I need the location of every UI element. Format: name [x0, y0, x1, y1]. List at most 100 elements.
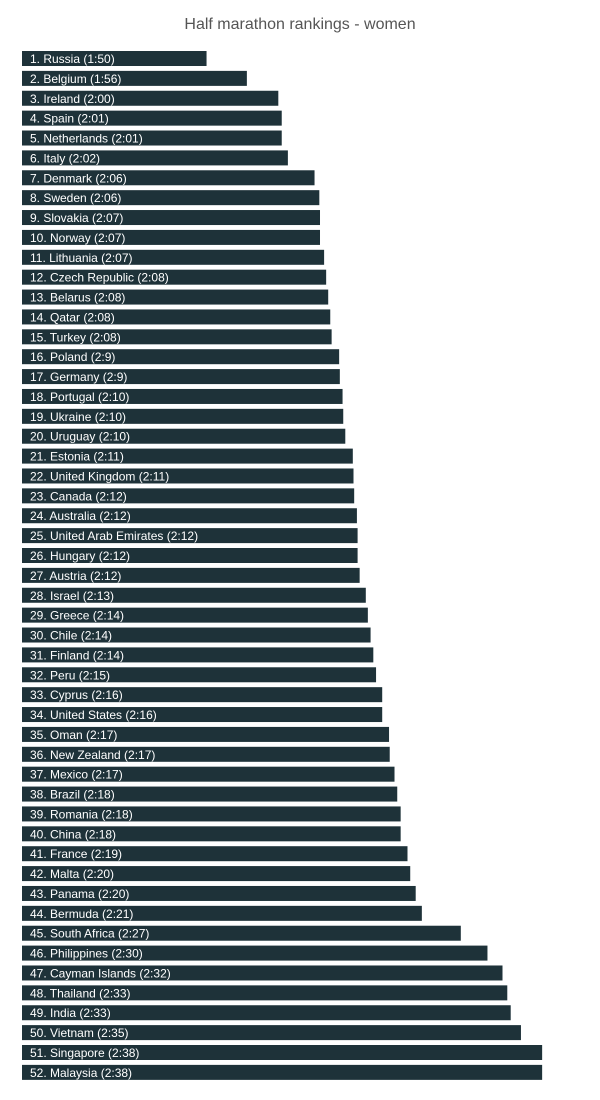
- bar: [22, 130, 282, 146]
- bar: [22, 388, 343, 404]
- bar: [22, 548, 358, 563]
- bar-label: 2. Belgium (1:56): [30, 72, 121, 86]
- bar-label: 40. China (2:18): [30, 827, 116, 841]
- bar: [22, 985, 508, 1001]
- bar: [22, 448, 353, 464]
- bar: [22, 746, 390, 762]
- bar: [22, 866, 411, 882]
- bar-label: 25. United Arab Emirates (2:12): [30, 529, 198, 543]
- bar-label: 27. Austria (2:12): [30, 569, 121, 583]
- bar: [22, 70, 247, 86]
- bar: [22, 150, 288, 166]
- bar: [22, 249, 325, 265]
- bar-label: 17. Germany (2:9): [30, 370, 127, 384]
- bar: [22, 965, 503, 981]
- bar: [22, 508, 357, 524]
- bar-label: 15. Turkey (2:08): [30, 330, 121, 344]
- bar-label: 19. Ukraine (2:10): [30, 410, 126, 424]
- bar: [22, 945, 488, 961]
- bar: [22, 1045, 543, 1060]
- bar: [22, 667, 377, 683]
- bar-label: 14. Qatar (2:08): [30, 310, 115, 324]
- bar-label: 51. Singapore (2:38): [30, 1046, 139, 1060]
- bar-label: 28. Israel (2:13): [30, 589, 114, 603]
- bar-label: 33. Cyprus (2:16): [30, 688, 123, 702]
- bar: [22, 369, 340, 385]
- bar-label: 52. Malaysia (2:38): [30, 1066, 132, 1080]
- bar-label: 46. Philippines (2:30): [30, 947, 143, 961]
- bar: [22, 806, 401, 822]
- bar-label: 31. Finland (2:14): [30, 648, 124, 662]
- bar-label: 38. Brazil (2:18): [30, 788, 115, 802]
- bar: [22, 110, 282, 126]
- bar-label: 4. Spain (2:01): [30, 112, 109, 126]
- bar-label: 37. Mexico (2:17): [30, 768, 123, 782]
- bar: [22, 885, 416, 901]
- bar-label: 30. Chile (2:14): [30, 629, 112, 643]
- bar-label: 18. Portugal (2:10): [30, 390, 129, 404]
- bar-label: 9. Slovakia (2:07): [30, 211, 123, 225]
- bar: [22, 846, 408, 862]
- bar: [22, 528, 358, 544]
- bar: [22, 647, 374, 663]
- bar-label: 39. Romania (2:18): [30, 807, 133, 821]
- bar-label: 10. Norway (2:07): [30, 231, 125, 245]
- bar-label: 3. Ireland (2:00): [30, 92, 115, 106]
- bar-label: 24. Australia (2:12): [30, 509, 131, 523]
- bar-label: 36. New Zealand (2:17): [30, 748, 155, 762]
- bar-label: 12. Czech Republic (2:08): [30, 271, 169, 285]
- bar: [22, 587, 366, 603]
- bar: [22, 1064, 543, 1080]
- bar-label: 7. Denmark (2:06): [30, 171, 127, 185]
- bar: [22, 349, 340, 365]
- bar: [22, 90, 279, 106]
- bar-label: 43. Panama (2:20): [30, 887, 129, 901]
- bar-label: 8. Sweden (2:06): [30, 191, 121, 205]
- bar-label: 50. Vietnam (2:35): [30, 1026, 129, 1040]
- bar: [22, 269, 327, 285]
- bar: [22, 1025, 521, 1041]
- bar-label: 11. Lithuania (2:07): [30, 251, 133, 265]
- bar: [22, 170, 315, 186]
- bar-label: 42. Malta (2:20): [30, 867, 114, 881]
- bar: [22, 309, 331, 325]
- bar: [22, 468, 354, 484]
- bar-label: 48. Thailand (2:33): [30, 986, 131, 1000]
- chart-title: Half marathon rankings - women: [184, 16, 416, 33]
- bar-label: 47. Cayman Islands (2:32): [30, 966, 171, 980]
- bar: [22, 627, 371, 643]
- bar: [22, 210, 321, 226]
- bar: [22, 905, 422, 921]
- bar-label: 41. France (2:19): [30, 847, 122, 861]
- bar: [22, 289, 329, 305]
- bar-label: 6. Italy (2:02): [30, 151, 100, 165]
- bar-label: 26. Hungary (2:12): [30, 549, 130, 563]
- bar: [22, 229, 321, 245]
- bar-label: 44. Bermuda (2:21): [30, 907, 133, 921]
- bar-label: 23. Canada (2:12): [30, 489, 127, 503]
- bar-label: 22. United Kingdom (2:11): [30, 469, 169, 483]
- bar-label: 49. India (2:33): [30, 1006, 111, 1020]
- bar: [22, 567, 360, 583]
- bar: [22, 51, 207, 66]
- bar-label: 34. United States (2:16): [30, 708, 157, 722]
- bar-label: 21. Estonia (2:11): [30, 450, 124, 464]
- bar: [22, 190, 320, 206]
- bar: [22, 826, 401, 842]
- bar-label: 45. South Africa (2:27): [30, 927, 149, 941]
- bar-label: 16. Poland (2:9): [30, 350, 115, 364]
- bar: [22, 428, 346, 444]
- bar: [22, 726, 390, 742]
- bar: [22, 687, 383, 703]
- bar-label: 35. Oman (2:17): [30, 728, 117, 742]
- bar: [22, 707, 383, 723]
- bar-label: 13. Belarus (2:08): [30, 291, 125, 305]
- bar-label: 5. Netherlands (2:01): [30, 132, 143, 146]
- bar-label: 1. Russia (1:50): [30, 52, 115, 66]
- bar: [22, 786, 398, 802]
- bar: [22, 925, 461, 941]
- bar: [22, 408, 344, 424]
- bar: [22, 607, 368, 623]
- bar: [22, 766, 395, 782]
- bar: [22, 329, 332, 345]
